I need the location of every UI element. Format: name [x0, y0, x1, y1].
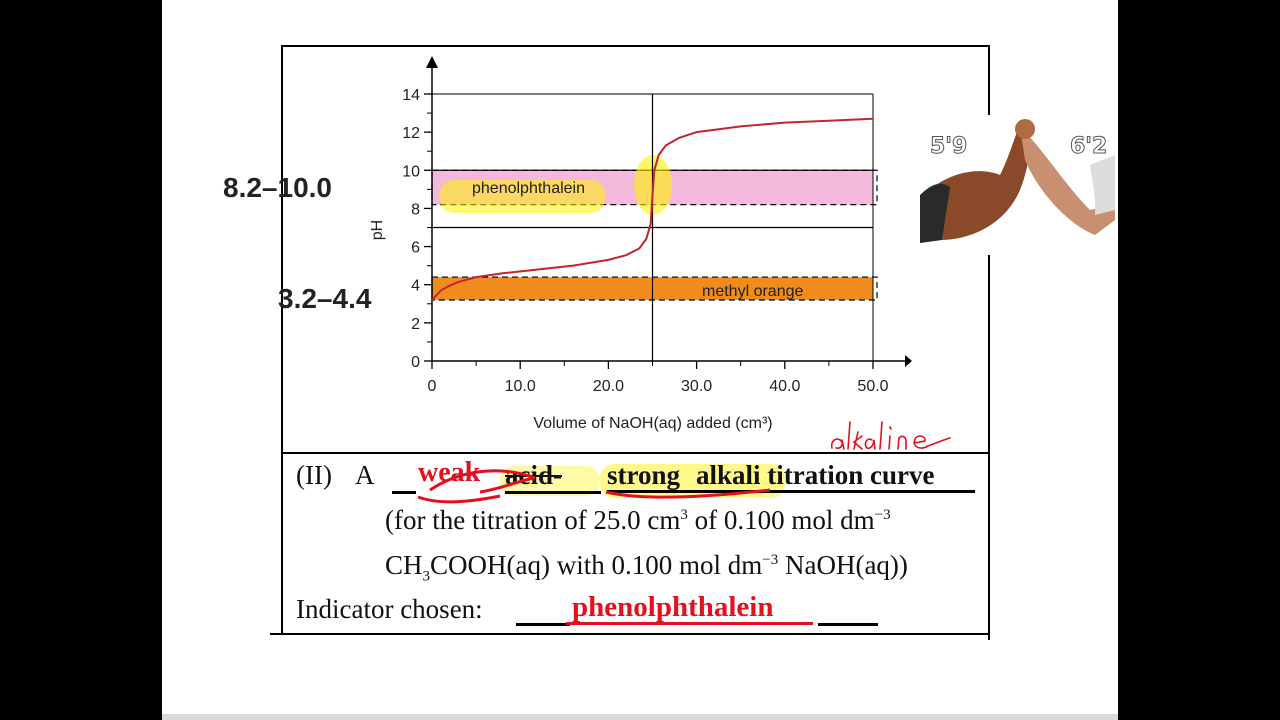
frame-left-border	[281, 45, 283, 635]
strong-underline-stroke	[605, 488, 771, 499]
methyl-orange-band-label: methyl orange	[702, 283, 803, 300]
indicator-underline-right	[818, 623, 878, 626]
methyl-orange-range-label: 3.2–4.4	[278, 283, 372, 314]
x-axis-title: Volume of NaOH(aq) added (cm³)	[533, 415, 772, 432]
y-tick-label-6: 6	[411, 240, 420, 257]
line2-pre: (for the titration of 25.0 cm	[385, 505, 681, 535]
frame-right-border	[988, 45, 990, 640]
x-tick-label-0: 0	[428, 378, 437, 395]
phenolphthalein-label-highlight	[440, 180, 605, 213]
y-tick-label-14: 14	[402, 87, 420, 104]
weak-underline-stroke	[417, 494, 501, 504]
band-labels: phenolphthalein methyl orange	[472, 180, 803, 300]
x-axis-arrow	[905, 355, 912, 367]
x-tick-label-50.0: 50.0	[857, 378, 888, 395]
y-axis-title: pH	[369, 220, 386, 240]
question-rest: alkali titration curve	[696, 460, 935, 490]
bottom-strip	[162, 714, 1118, 720]
indicator-underline-left	[516, 623, 570, 626]
question-article: A	[355, 460, 375, 490]
line3-sub: 3	[422, 568, 431, 585]
frame-top-border	[281, 45, 989, 47]
y-tick-label-4: 4	[411, 278, 420, 295]
y-tick-label-2: 2	[411, 316, 420, 333]
line2-sup: 3	[680, 507, 688, 523]
frame-bottom-border	[270, 633, 990, 635]
blank-underline-1	[392, 491, 416, 494]
phenolphthalein-band-label: phenolphthalein	[472, 180, 585, 197]
line3-c: NaOH(aq))	[778, 550, 908, 580]
y-tick-label-0: 0	[411, 354, 420, 371]
line3-a: CH	[385, 550, 423, 580]
weak-cross-stroke	[429, 469, 536, 494]
phenolphthalein-range-label: 8.2–10.0	[223, 172, 332, 203]
line3-sup: −3	[762, 552, 779, 568]
frame-divider	[281, 452, 989, 454]
indicator-label: Indicator chosen:	[296, 594, 483, 624]
x-tick-label-10.0: 10.0	[505, 378, 536, 395]
acid-word: acid-	[505, 460, 562, 490]
blank-underline-2	[505, 491, 601, 494]
height-right: 6'2	[1070, 134, 1107, 159]
indicator-answer: phenolphthalein	[572, 591, 774, 623]
curve-layer	[431, 117, 874, 301]
y-tick-label-8: 8	[411, 201, 420, 218]
line3-b: COOH(aq) with 0.100 mol dm	[430, 550, 763, 580]
question-line-2: (for the titration of 25.0 cm3 of 0.100 …	[385, 505, 891, 536]
line2-mid: of 0.100 mol dm	[687, 505, 875, 535]
x-tick-label-30.0: 30.0	[681, 378, 712, 395]
arm-wrestling-photo: 5'9 6'2	[920, 115, 1115, 255]
titration-curve	[431, 117, 874, 301]
answer-strong: strong	[607, 460, 681, 490]
chart-axes: 0 2 4 6 8 10 12 14 0 10.0 20.0 30.0 40.0 50.0 Volume o…	[369, 56, 912, 432]
x-tick-label-40.0: 40.0	[769, 378, 800, 395]
height-left: 5'9	[930, 134, 967, 159]
question-number: (II)	[296, 460, 332, 490]
handwritten-alkaline	[830, 421, 951, 450]
x-tick-label-20.0: 20.0	[593, 378, 624, 395]
blank-underline-3	[607, 490, 975, 493]
y-tick-label-12: 12	[402, 125, 420, 142]
question-line-3: CH3COOH(aq) with 0.100 mol dm−3 NaOH(aq)…	[385, 550, 908, 585]
y-tick-label-10: 10	[402, 163, 420, 180]
y-axis-arrow	[426, 56, 438, 68]
line2-sup2: −3	[874, 507, 891, 523]
indicator-red-underline	[566, 622, 813, 625]
